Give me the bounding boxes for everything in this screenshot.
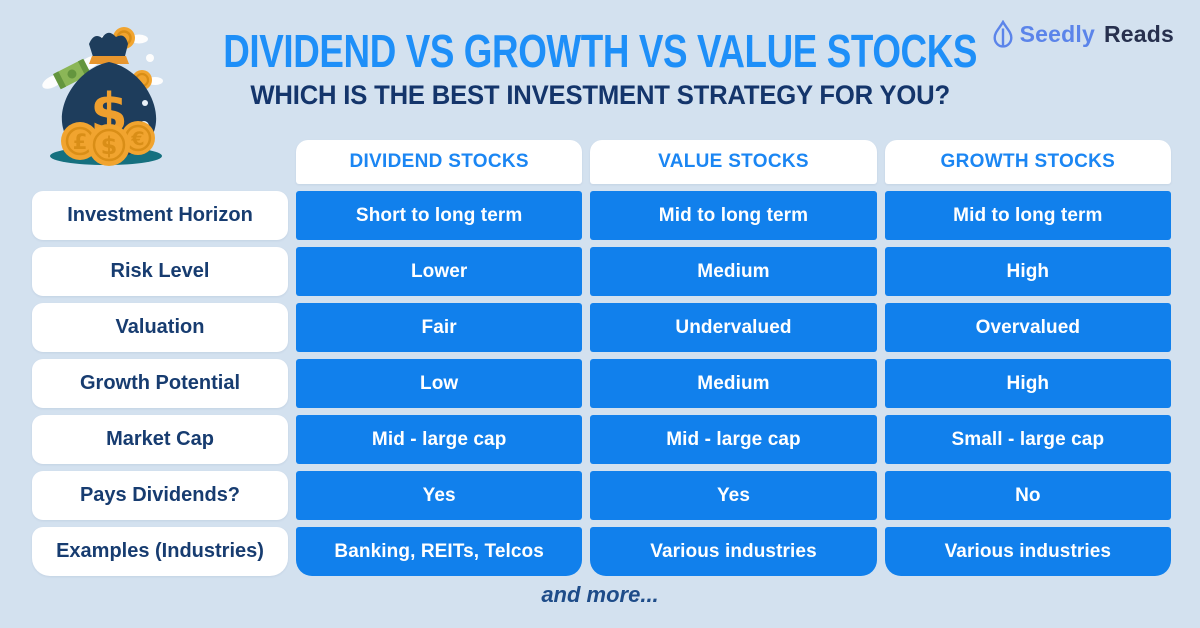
cell-valuation-dividend: Fair — [296, 303, 583, 352]
column-header-growth-stocks: GROWTH STOCKS — [884, 140, 1171, 184]
cell-pays-dividends-value: Yes — [590, 471, 877, 520]
svg-text:$: $ — [101, 132, 118, 160]
page-subtitle: WHICH IS THE BEST INVESTMENT STRATEGY FO… — [250, 80, 950, 110]
cell-market-cap-value: Mid - large cap — [590, 415, 877, 464]
cell-valuation-growth: Overvalued — [884, 303, 1171, 352]
seedly-droplet-icon — [993, 20, 1013, 48]
page-title: DIVIDEND VS GROWTH VS VALUE STOCKS — [223, 25, 977, 77]
brand-logo: Seedly Reads — [991, 20, 1174, 48]
comparison-table: DIVIDEND STOCKS VALUE STOCKS GROWTH STOC… — [32, 140, 1171, 576]
more-note: and more... — [541, 582, 659, 607]
cell-examples-value: Various industries — [590, 527, 877, 576]
money-bag-illustration: $ £ € $ — [42, 27, 163, 166]
cell-market-cap-growth: Small - large cap — [884, 415, 1171, 464]
cell-investment-horizon-dividend: Short to long term — [296, 191, 583, 240]
column-header-dividend-stocks: DIVIDEND STOCKS — [296, 140, 583, 184]
cell-pays-dividends-growth: No — [884, 471, 1171, 520]
row-label-risk-level: Risk Level — [32, 247, 288, 296]
cell-growth-potential-growth: High — [884, 359, 1171, 408]
logo-suffix-text: Reads — [1103, 20, 1174, 47]
logo-brand-text: Seedly — [1019, 20, 1095, 47]
svg-text:£: £ — [73, 130, 88, 154]
row-label-pays-dividends: Pays Dividends? — [32, 471, 288, 520]
svg-text:€: € — [130, 128, 144, 150]
cell-investment-horizon-value: Mid to long term — [590, 191, 877, 240]
cell-risk-level-growth: High — [884, 247, 1171, 296]
row-label-market-cap: Market Cap — [32, 415, 288, 464]
column-header-value-stocks: VALUE STOCKS — [590, 140, 877, 184]
coins-icon: £ € $ — [61, 121, 155, 166]
row-label-growth-potential: Growth Potential — [32, 359, 288, 408]
cell-pays-dividends-dividend: Yes — [296, 471, 583, 520]
row-label-investment-horizon: Investment Horizon — [32, 191, 288, 240]
cell-valuation-value: Undervalued — [590, 303, 877, 352]
cell-market-cap-dividend: Mid - large cap — [296, 415, 583, 464]
table-corner-spacer — [32, 140, 288, 184]
cell-examples-growth: Various industries — [884, 527, 1171, 576]
cell-risk-level-dividend: Lower — [296, 247, 583, 296]
cell-investment-horizon-growth: Mid to long term — [884, 191, 1171, 240]
cell-risk-level-value: Medium — [590, 247, 877, 296]
row-label-examples-industries: Examples (Industries) — [32, 527, 288, 576]
cell-examples-dividend: Banking, REITs, Telcos — [296, 527, 583, 576]
row-label-valuation: Valuation — [32, 303, 288, 352]
cell-growth-potential-dividend: Low — [296, 359, 583, 408]
cell-growth-potential-value: Medium — [590, 359, 877, 408]
